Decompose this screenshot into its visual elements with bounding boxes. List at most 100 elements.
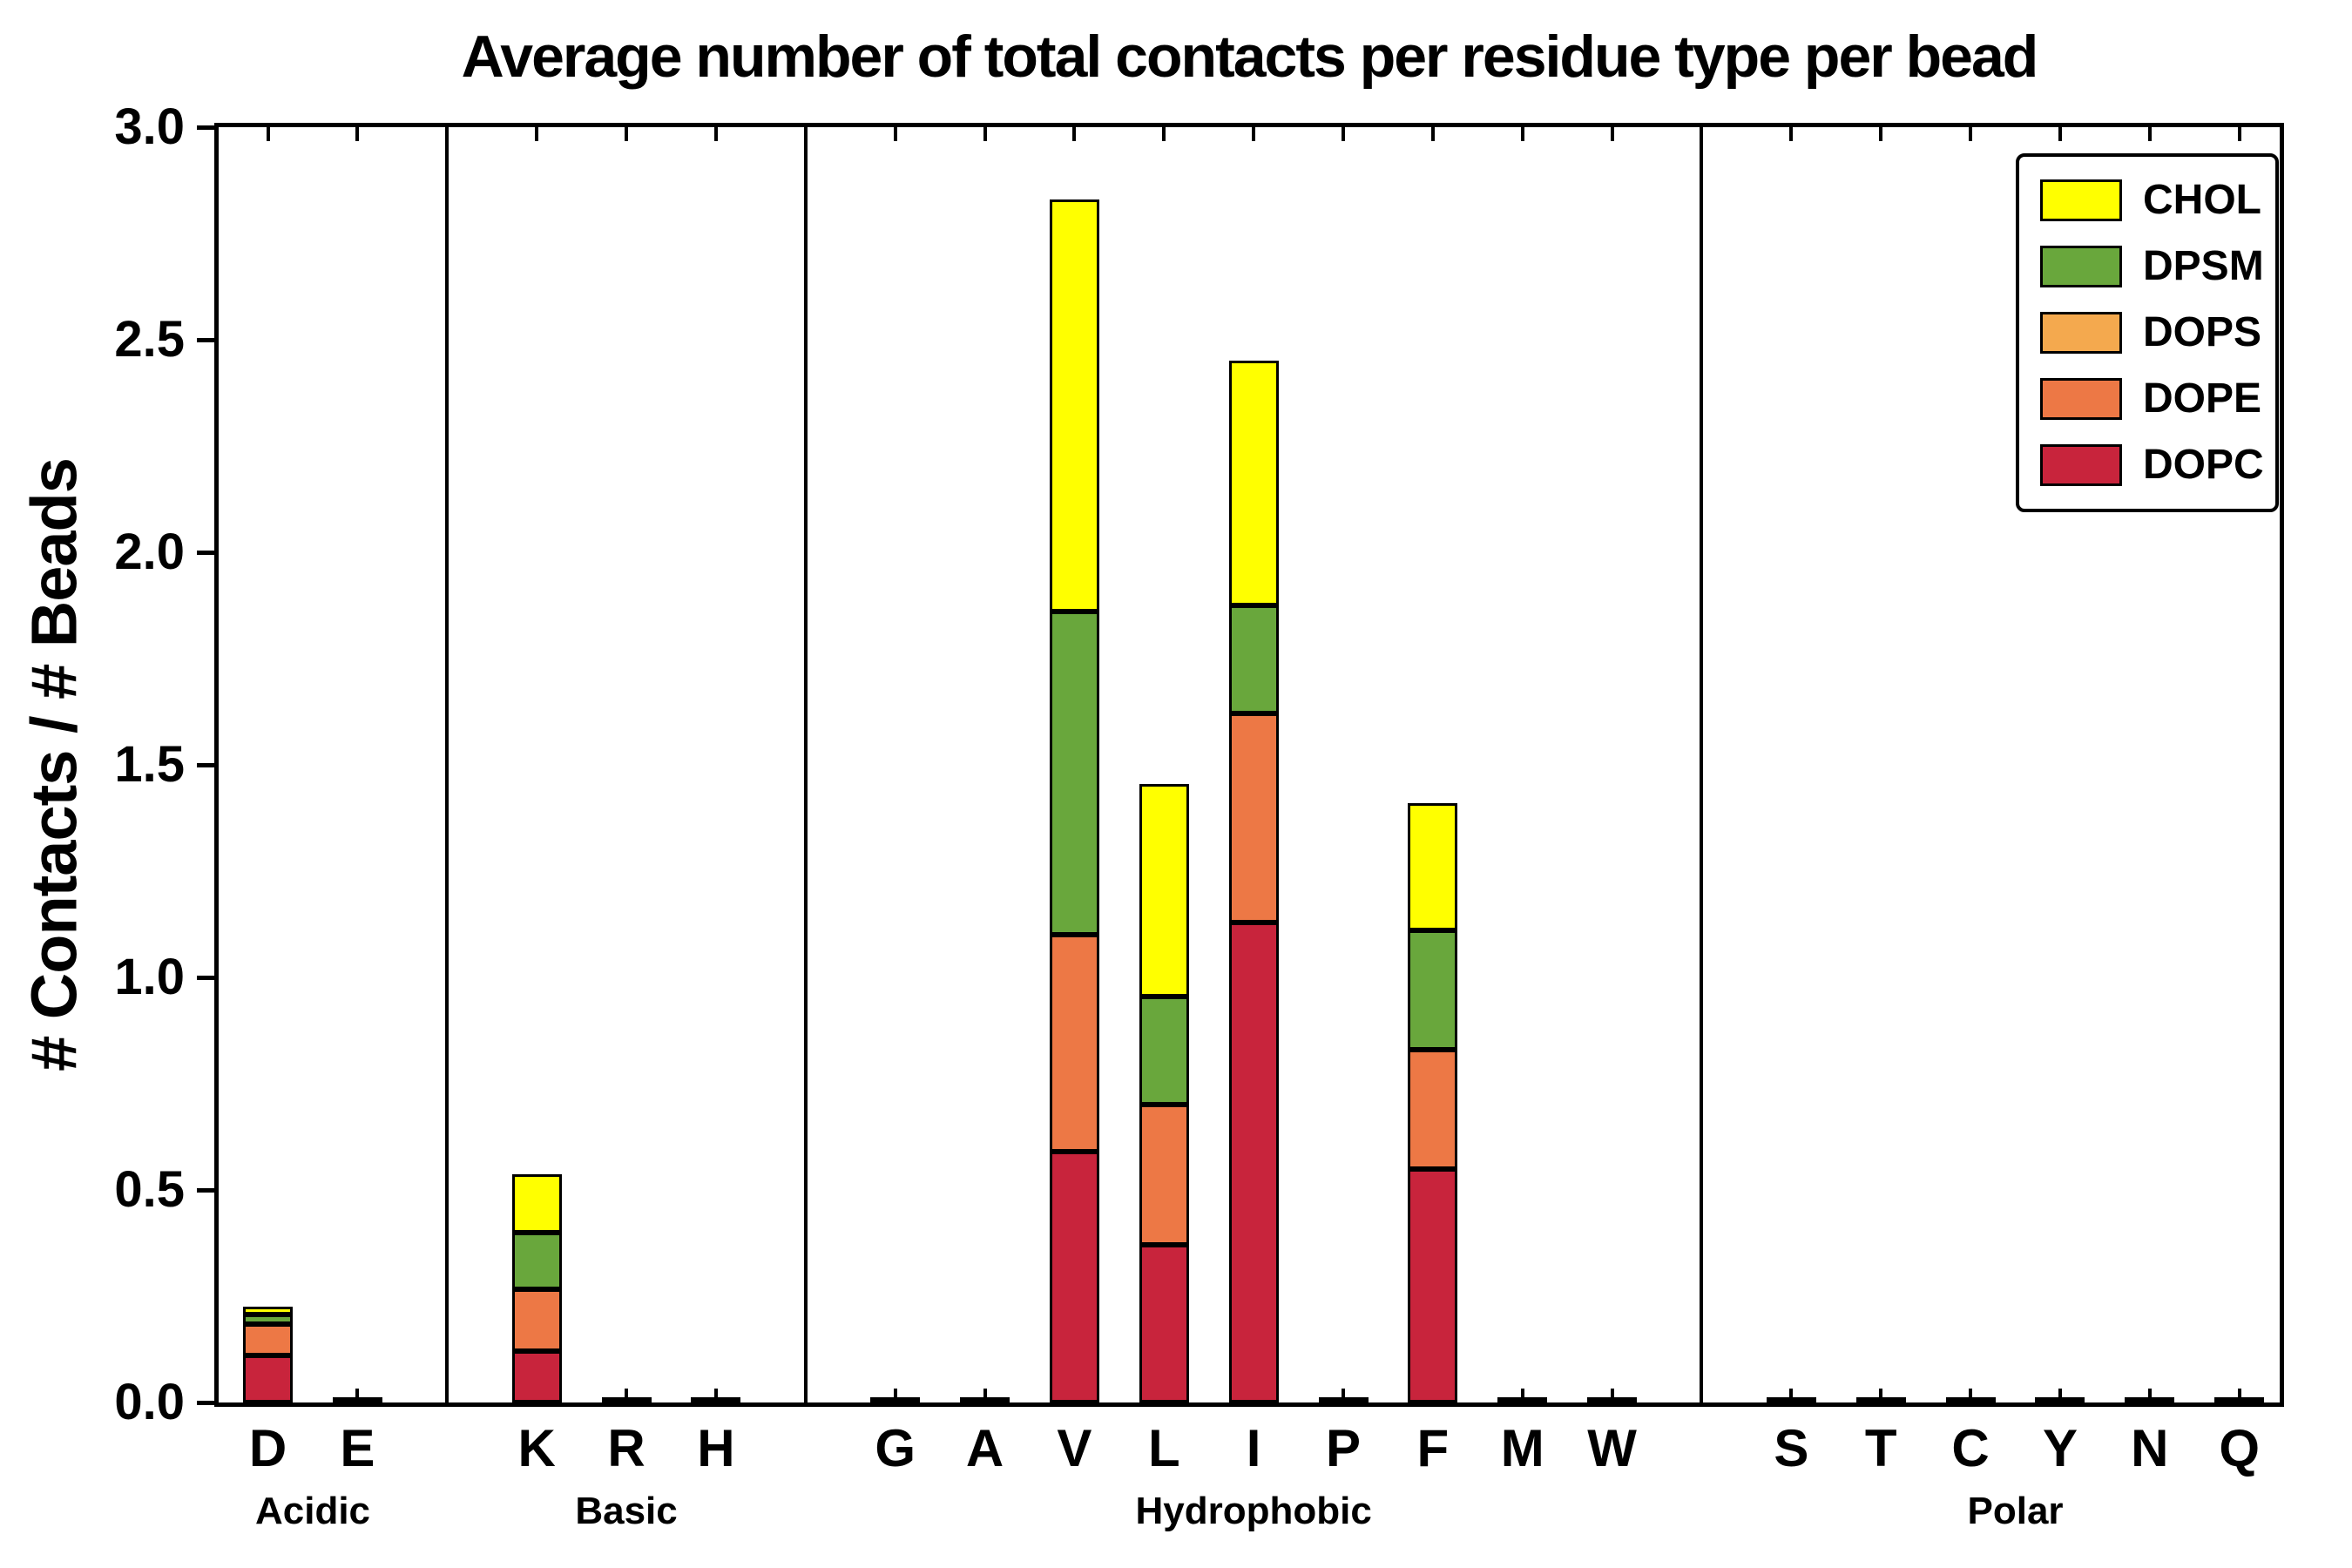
x-tick-label-F: F [1416, 1419, 1450, 1477]
bar-segment-D-CHOL [243, 1307, 294, 1315]
legend-item-dops: DOPS [2040, 312, 2261, 354]
x-tick-bottom [1789, 1389, 1794, 1402]
legend-swatch-dpsm [2040, 246, 2122, 287]
bar-segment-V-DOPC [1049, 1152, 1099, 1402]
x-tick-label-S: S [1774, 1419, 1809, 1477]
bar-segment-L-DPSM [1139, 997, 1189, 1105]
y-tick-label-0.5: 0.5 [114, 1161, 185, 1218]
bar-segment-D-DOPE [243, 1324, 294, 1355]
x-tick-label-R: R [607, 1419, 645, 1477]
bar-segment-Q-DOPC [2214, 1397, 2265, 1402]
bar-segment-F-CHOL [1408, 803, 1458, 930]
group-divider [1700, 127, 1704, 1402]
x-tick-label-L: L [1147, 1419, 1180, 1477]
x-tick-top [2058, 127, 2062, 141]
bar-segment-I-DOPC [1228, 923, 1279, 1402]
bar-segment-P-DOPC [1318, 1397, 1369, 1402]
x-tick-top [1072, 127, 1077, 141]
x-tick-label-H: H [697, 1419, 735, 1477]
group-divider [803, 127, 808, 1402]
legend-label-chol: CHOL [2143, 177, 2261, 223]
y-tick [197, 976, 214, 980]
bar-segment-V-DOPE [1049, 935, 1099, 1152]
bar-segment-F-DOPE [1408, 1050, 1458, 1169]
y-tick [197, 551, 214, 555]
x-tick-label-C: C [1951, 1419, 1990, 1477]
x-tick-top [2147, 127, 2152, 141]
x-tick-top [1342, 127, 1345, 141]
bar-segment-K-DOPE [511, 1289, 562, 1351]
bar-segment-N-DOPC [2125, 1397, 2175, 1402]
bar-segment-I-CHOL [1228, 361, 1279, 605]
x-tick-label-E: E [340, 1419, 375, 1477]
bar-segment-H-DOPC [691, 1397, 741, 1402]
legend-item-dopc: DOPC [2040, 444, 2264, 486]
bar-segment-K-DOPC [511, 1351, 562, 1402]
x-tick-top [1789, 127, 1794, 141]
x-tick-bottom [2147, 1389, 2152, 1402]
x-tick-bottom [983, 1389, 987, 1402]
group-label-basic: Basic [575, 1490, 678, 1532]
y-tick [197, 1401, 214, 1405]
legend-label-dops: DOPS [2143, 309, 2262, 355]
x-tick-label-I: I [1246, 1419, 1261, 1477]
x-tick-bottom [625, 1389, 629, 1402]
y-tick-label-2.0: 2.0 [114, 524, 185, 580]
x-tick-top [355, 127, 360, 141]
bar-segment-D-DOPC [243, 1355, 294, 1402]
x-tick-bottom [2237, 1389, 2241, 1402]
x-tick-label-A: A [965, 1419, 1004, 1477]
x-tick-label-Y: Y [2042, 1419, 2078, 1477]
y-tick [197, 338, 214, 342]
bar-segment-F-DPSM [1408, 930, 1458, 1050]
bar-segment-V-CHOL [1049, 199, 1099, 612]
bar-segment-A-DOPC [960, 1397, 1010, 1402]
group-label-hydrophobic: Hydrophobic [1135, 1490, 1372, 1532]
legend-swatch-dope [2040, 378, 2122, 420]
x-tick-top [1520, 127, 1524, 141]
legend: CHOL DPSM DOPS DOPE DOPC [2016, 153, 2279, 512]
y-tick [197, 763, 214, 767]
bar-segment-C-DOPC [1945, 1397, 1996, 1402]
x-tick-label-K: K [517, 1419, 556, 1477]
x-tick-bottom [1520, 1389, 1524, 1402]
x-tick-bottom [713, 1389, 718, 1402]
bar-segment-F-DOPC [1408, 1169, 1458, 1402]
x-tick-bottom [1610, 1389, 1614, 1402]
x-tick-label-P: P [1325, 1419, 1362, 1477]
bar-segment-L-DOPE [1139, 1105, 1189, 1245]
bar-segment-L-DOPC [1139, 1245, 1189, 1402]
x-tick-bottom [1342, 1389, 1345, 1402]
x-tick-top [893, 127, 897, 141]
x-tick-label-T: T [1864, 1419, 1897, 1477]
x-tick-top [1879, 127, 1883, 141]
group-label-polar: Polar [1967, 1490, 2064, 1532]
bar-segment-K-DPSM [511, 1233, 562, 1289]
legend-label-dopc: DOPC [2143, 442, 2264, 488]
x-tick-top [1252, 127, 1256, 141]
plot-area [214, 123, 2284, 1407]
x-tick-label-G: G [875, 1419, 916, 1477]
bar-segment-V-DPSM [1049, 612, 1099, 935]
x-tick-top [2237, 127, 2241, 141]
y-tick [197, 125, 214, 130]
y-tick-label-1.5: 1.5 [114, 736, 185, 793]
x-tick-top [983, 127, 987, 141]
legend-swatch-dops [2040, 312, 2122, 354]
bar-segment-I-DOPE [1228, 713, 1279, 923]
y-tick-label-2.5: 2.5 [114, 311, 185, 368]
x-tick-top [535, 127, 539, 141]
x-tick-top [1430, 127, 1435, 141]
x-tick-label-Q: Q [2219, 1419, 2261, 1477]
bar-segment-S-DOPC [1766, 1397, 1816, 1402]
x-tick-bottom [355, 1389, 360, 1402]
y-tick [197, 1188, 214, 1193]
bar-segment-R-DOPC [601, 1397, 652, 1402]
x-tick-bottom [2058, 1389, 2062, 1402]
legend-swatch-dopc [2040, 444, 2122, 486]
x-tick-label-W: W [1587, 1419, 1637, 1477]
legend-label-dope: DOPE [2143, 375, 2262, 422]
x-tick-bottom [1969, 1389, 1973, 1402]
x-tick-top [1969, 127, 1973, 141]
x-tick-bottom [1879, 1389, 1883, 1402]
